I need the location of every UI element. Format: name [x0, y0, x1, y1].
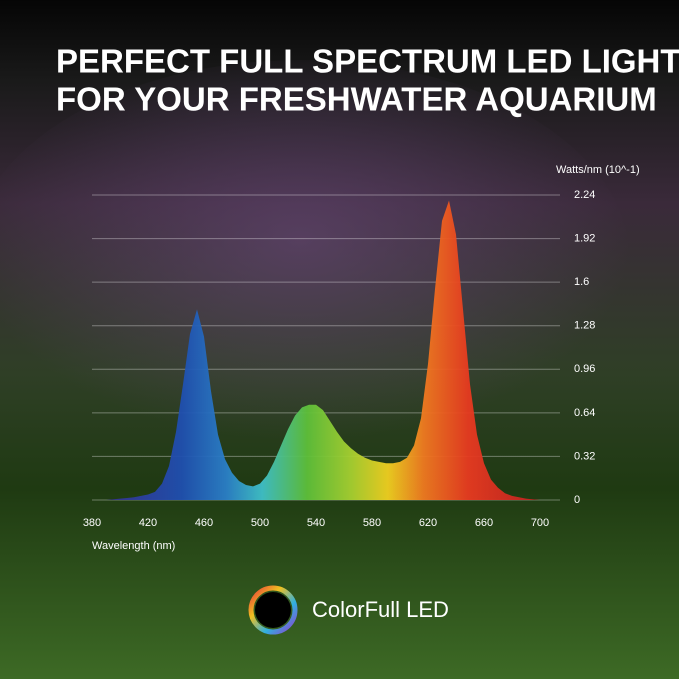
- brand-logo-center: [255, 592, 291, 628]
- y-tick-label: 2.24: [574, 189, 595, 201]
- x-tick-label: 460: [195, 517, 213, 529]
- title-line: FOR YOUR FRESHWATER AQUARIUM: [56, 81, 657, 118]
- x-tick-label: 660: [475, 517, 493, 529]
- y-tick-label: 0.96: [574, 363, 595, 375]
- y-tick-label: 0.32: [574, 450, 595, 462]
- title-line: PERFECT FULL SPECTRUM LED LIGHT: [56, 43, 679, 80]
- x-tick-label: 420: [139, 517, 157, 529]
- background-glow: [0, 60, 630, 460]
- y-tick-label: 1.6: [574, 276, 589, 288]
- y-tick-label: 1.92: [574, 232, 595, 244]
- x-tick-label: 620: [419, 517, 437, 529]
- y-tick-label: 0.64: [574, 407, 595, 419]
- x-tick-label: 700: [531, 517, 549, 529]
- x-tick-label: 540: [307, 517, 325, 529]
- x-tick-label: 580: [363, 517, 381, 529]
- y-tick-label: 0: [574, 494, 580, 506]
- x-tick-label: 500: [251, 517, 269, 529]
- spectrum-area: [92, 200, 540, 501]
- y-tick-label: 1.28: [574, 320, 595, 332]
- y-axis-label: Watts/nm (10^-1): [556, 164, 640, 176]
- brand-name: ColorFull LED: [312, 597, 449, 622]
- x-axis-label: Wavelength (nm): [92, 540, 175, 552]
- x-tick-label: 380: [83, 517, 101, 529]
- brand-logo: [248, 585, 298, 635]
